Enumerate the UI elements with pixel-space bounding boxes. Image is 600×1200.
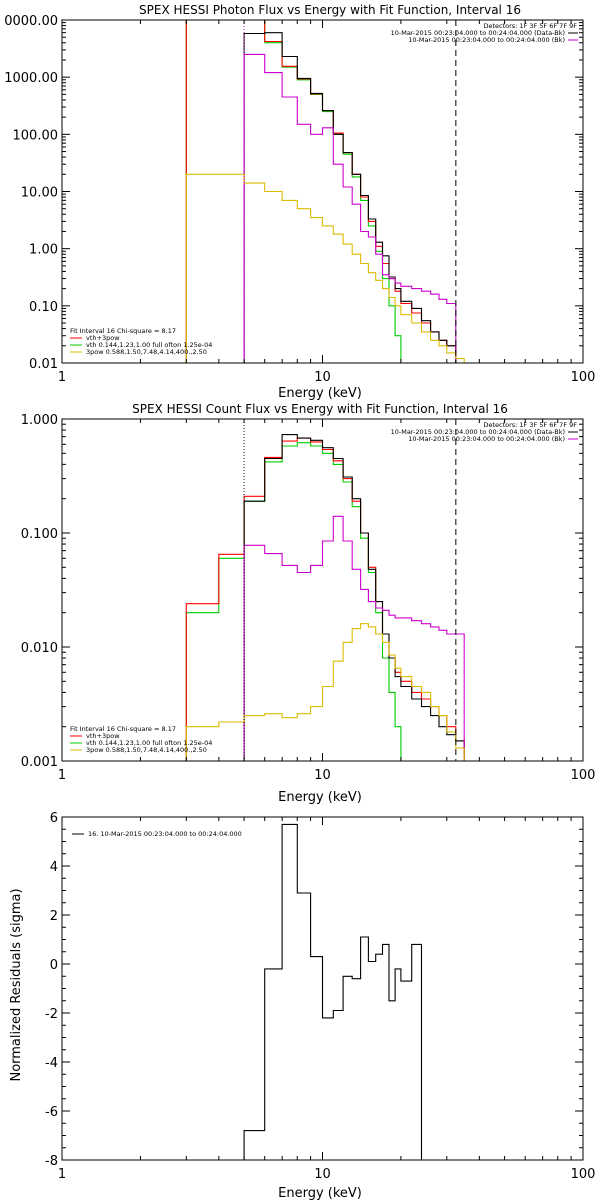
y-tick-label: -8 — [45, 1154, 58, 1169]
legend-bottom-entry: vth 0.144,1.23,1.00 full ofton 1.25e-04 — [86, 341, 212, 349]
y-tick-label: 10.00 — [21, 186, 58, 201]
legend-top-entry: 10-Mar-2015 00:23:04.000 to 00:24:04.000… — [408, 36, 565, 44]
photon-flux-xlabel: Energy (keV) — [278, 386, 362, 401]
legend-top-entry: 16. 10-Mar-2015 00:23:04.000 to 00:24:04… — [88, 830, 242, 838]
x-tick-label: 10 — [314, 370, 331, 385]
y-tick-label: 0 — [50, 958, 58, 973]
count-flux-title: SPEX HESSI Count Flux vs Energy with Fit… — [132, 402, 508, 416]
legend-top-header: Detectors: 1F 3F 5F 6F 7F 9F — [483, 421, 577, 429]
legend-top-entry: 10-Mar-2015 00:23:04.000 to 00:24:04.000… — [391, 428, 565, 436]
series-1-line — [185, 20, 457, 363]
residuals-ylabel: Normalized Residuals (sigma) — [9, 888, 24, 1081]
series-0-line — [185, 20, 412, 363]
series-group — [185, 434, 480, 761]
series-4-line — [185, 623, 480, 761]
x-tick-label: 1 — [58, 370, 66, 385]
x-tick-label: 100 — [571, 768, 596, 783]
legend-bottom-entry: vth+3pow — [86, 732, 120, 740]
legend-bottom-entry: vth 0.144,1.23,1.00 full ofton 1.25e-04 — [86, 739, 212, 747]
legend-bottom-entry: 3pow 0.588,1.50,7.48,4.14,400.,2.50 — [86, 746, 207, 754]
series-2-line — [243, 32, 457, 363]
x-tick-label: 10 — [314, 1167, 331, 1182]
count-flux-panel: SPEX HESSI Count Flux vs Energy with Fit… — [21, 402, 596, 805]
residuals-xlabel: Energy (keV) — [278, 1186, 362, 1200]
legend-bottom-entry: vth+3pow — [86, 334, 120, 342]
y-tick-label: 0.001 — [21, 755, 58, 770]
y-tick-label: 100.00 — [13, 128, 59, 143]
series-group — [185, 20, 465, 363]
series-group — [243, 823, 431, 1160]
y-tick-label: 0.100 — [21, 527, 58, 542]
legend-bottom-entry: 3pow 0.588,1.50,7.48,4.14,400.,2.50 — [86, 348, 207, 356]
y-tick-label: 0.10 — [29, 300, 58, 315]
series-1-line — [185, 437, 465, 761]
legend-top-entry: 10-Mar-2015 00:23:04.000 to 00:24:04.000… — [391, 29, 565, 37]
count-flux-xlabel: Energy (keV) — [278, 790, 362, 805]
legend-top-header: Detectors: 1F 3F 5F 6F 7F 9F — [483, 22, 577, 30]
series-0-line — [243, 823, 431, 1160]
y-tick-label: -6 — [45, 1105, 58, 1120]
series-3-line — [243, 515, 465, 761]
x-tick-label: 100 — [571, 1167, 596, 1182]
x-tick-label: 100 — [571, 370, 596, 385]
y-tick-label: 0000.00 — [4, 14, 58, 29]
legend-bottom-header: Fit Interval 16 Chi-square = 8.17 — [70, 725, 176, 733]
series-4-line — [185, 173, 465, 363]
y-tick-label: -2 — [45, 1007, 58, 1022]
y-tick-label: 2 — [50, 909, 58, 924]
series-3-line — [243, 53, 457, 363]
legend-bottom-header: Fit Interval 16 Chi-square = 8.17 — [70, 327, 176, 335]
plot-frame — [61, 418, 584, 762]
y-tick-label: 0.010 — [21, 641, 58, 656]
x-tick-label: 10 — [314, 768, 331, 783]
residuals-panel: Energy (keV) Normalized Residuals (sigma… — [9, 811, 595, 1200]
y-tick-label: 4 — [50, 860, 58, 875]
y-tick-label: 0.01 — [29, 357, 58, 372]
y-tick-label: 1.00 — [29, 243, 58, 258]
series-2-line — [243, 434, 465, 761]
photon-flux-title: SPEX HESSI Photon Flux vs Energy with Fi… — [139, 3, 521, 17]
plot-frame — [61, 19, 584, 364]
x-tick-label: 1 — [58, 768, 66, 783]
y-tick-label: -4 — [45, 1056, 58, 1071]
legend-top-entry: 10-Mar-2015 00:23:04.000 to 00:24:04.000… — [408, 435, 565, 443]
y-tick-label: 1000.00 — [4, 71, 58, 86]
y-tick-label: 1.000 — [21, 413, 58, 428]
photon-flux-panel: SPEX HESSI Photon Flux vs Energy with Fi… — [4, 3, 595, 401]
x-tick-label: 1 — [58, 1167, 66, 1182]
y-tick-label: 6 — [50, 811, 58, 826]
